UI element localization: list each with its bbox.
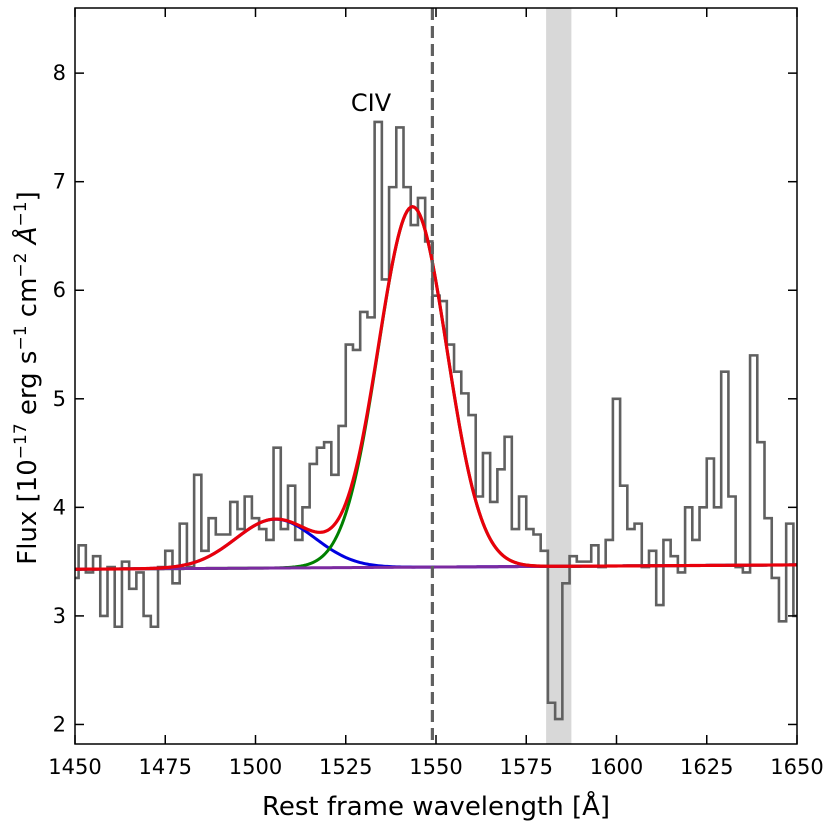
y-axis-title-part: erg s <box>13 351 43 424</box>
y-tick-label: 6 <box>53 278 66 302</box>
y-tick-label: 8 <box>53 61 66 85</box>
y-tick-label: 4 <box>53 495 66 519</box>
y-axis-title-exp: −1 <box>11 201 31 226</box>
y-axis-title-exp: −1 <box>11 325 31 350</box>
y-axis-title-exp: −17 <box>11 423 31 459</box>
y-axis-title: Flux [10−17 erg s−1 cm−2 Å−1] <box>11 191 43 565</box>
x-tick-label: 1625 <box>680 755 733 779</box>
y-tick-label: 3 <box>53 604 66 628</box>
x-axis-title: Rest frame wavelength [Å] <box>262 790 610 822</box>
y-axis-title-part: Å <box>11 226 43 252</box>
y-axis-title-part: Flux [10 <box>13 459 43 565</box>
y-tick-label: 5 <box>53 387 66 411</box>
y-axis-title-exp: −2 <box>11 253 31 278</box>
x-tick-label: 1500 <box>229 755 282 779</box>
x-tick-label: 1475 <box>139 755 192 779</box>
spectrum-step-line <box>75 120 797 721</box>
plot-frame <box>74 7 798 745</box>
x-tick-label: 1450 <box>48 755 101 779</box>
civ-annotation: CIV <box>351 89 392 117</box>
y-tick-label: 2 <box>53 712 66 736</box>
total-fit-curve <box>75 205 797 571</box>
masked-region <box>546 8 572 744</box>
x-tick-label: 1575 <box>500 755 553 779</box>
plot-background <box>75 8 797 744</box>
y-axis-title-part: ] <box>13 191 43 201</box>
x-tick-label: 1550 <box>409 755 462 779</box>
y-tick-label: 7 <box>53 170 66 194</box>
x-tick-label: 1650 <box>770 755 823 779</box>
x-tick-label: 1525 <box>319 755 372 779</box>
x-tick-label: 1600 <box>590 755 643 779</box>
y-axis-title-part: cm <box>13 278 43 326</box>
